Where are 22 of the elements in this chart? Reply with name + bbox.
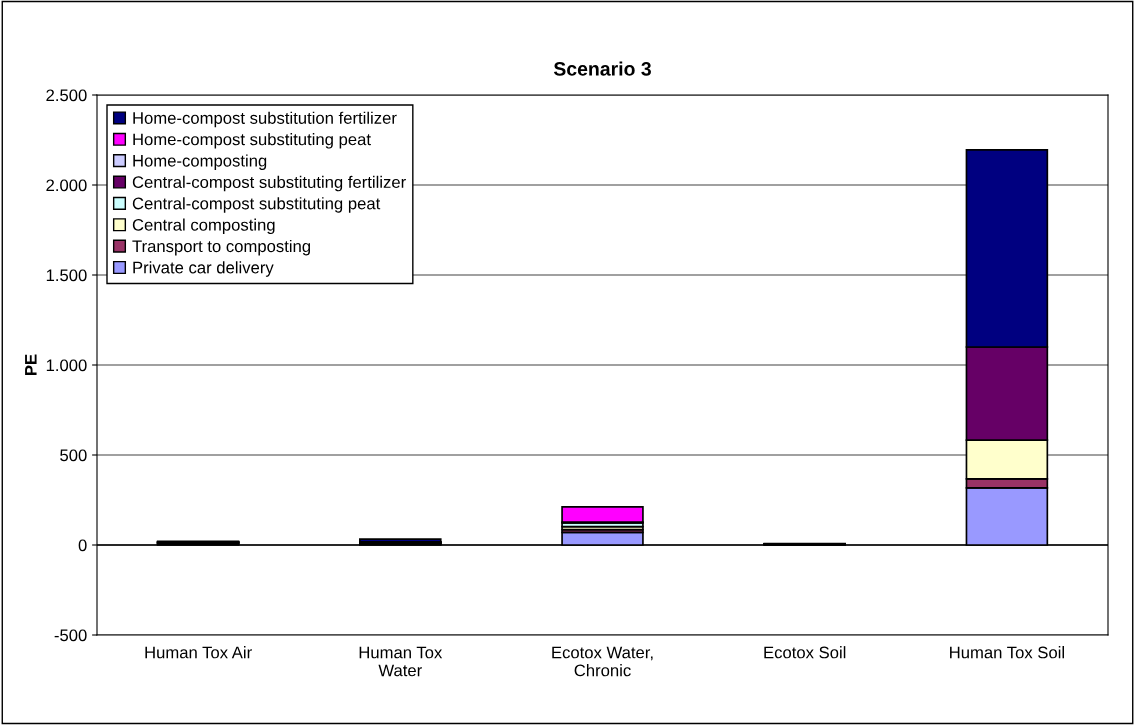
legend-label: Home-compost substituting peat bbox=[133, 133, 371, 149]
x-tick-label: Ecotox Water, Chronic bbox=[552, 646, 653, 677]
legend-label: Home-composting bbox=[133, 154, 267, 170]
y-tick-label: 1.000 bbox=[46, 359, 87, 372]
legend-label: Central-compost substituting fertilizer bbox=[132, 175, 406, 192]
y-tick-label: -500 bbox=[54, 629, 87, 642]
legend-label: Transport to composting bbox=[132, 239, 311, 256]
x-tick-label: Human Tox Air bbox=[145, 646, 252, 659]
x-tick-label: Human Tox Water bbox=[359, 646, 443, 677]
legend-label: Central composting bbox=[132, 218, 275, 235]
y-tick-label: 0 bbox=[78, 539, 87, 552]
y-tick-label: 500 bbox=[60, 449, 87, 462]
legend-label: Home-compost substitution fertilizer bbox=[133, 111, 397, 128]
legend-label: Private car delivery bbox=[133, 261, 274, 277]
y-tick-label: 2.000 bbox=[46, 179, 87, 192]
x-tick-label: Ecotox Soil bbox=[764, 646, 846, 659]
y-tick-label: 1.500 bbox=[46, 269, 87, 282]
x-tick-label: Human Tox Soil bbox=[950, 646, 1064, 659]
legend-label: Central-compost substituting peat bbox=[132, 197, 381, 213]
y-axis-title: PE bbox=[25, 354, 37, 375]
y-tick-label: 2.500 bbox=[46, 89, 87, 102]
chart-title: Scenario 3 bbox=[553, 61, 651, 76]
